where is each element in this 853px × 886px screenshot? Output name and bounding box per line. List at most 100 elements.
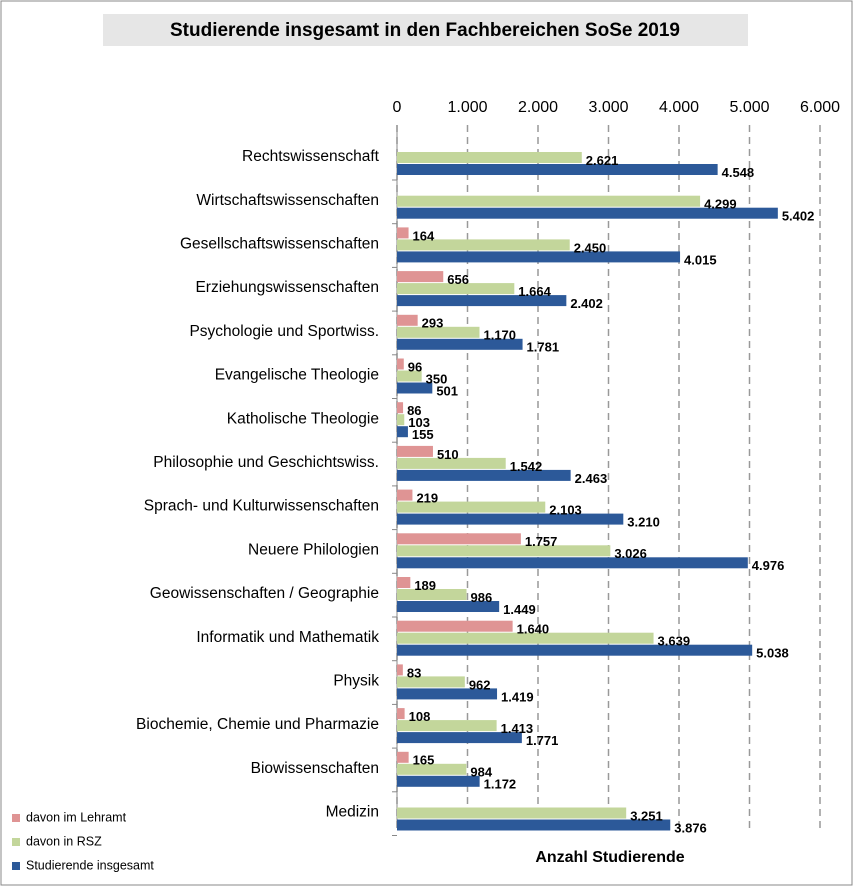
bar	[397, 239, 570, 251]
value-label: 510	[437, 447, 459, 462]
x-tick-label: 5.000	[729, 99, 769, 116]
legend-label: Studierende insgesamt	[26, 858, 154, 872]
value-label: 3.026	[614, 546, 647, 561]
bar	[397, 676, 465, 688]
x-tick-label: 4.000	[659, 99, 699, 116]
bar	[397, 708, 405, 720]
value-label: 3.639	[658, 634, 691, 649]
x-tick-label: 2.000	[518, 99, 558, 116]
bar	[397, 664, 403, 676]
y-tick-label: Wirtschaftswissenschaften	[196, 192, 379, 209]
value-label: 1.781	[527, 340, 560, 355]
bar	[397, 751, 409, 763]
bar	[397, 295, 567, 307]
bar	[397, 644, 753, 656]
value-label: 2.463	[575, 471, 608, 486]
bar	[397, 620, 513, 632]
value-label: 3.251	[630, 808, 663, 823]
bar	[397, 402, 404, 414]
value-label: 501	[436, 383, 458, 398]
bar	[397, 489, 413, 501]
bar	[397, 445, 433, 457]
value-label: 2.402	[570, 296, 603, 311]
bar	[397, 314, 418, 326]
value-label: 4.976	[752, 558, 785, 573]
bar	[397, 589, 467, 600]
bar	[397, 457, 506, 469]
y-tick-label: Gesellschaftswissenschaften	[180, 235, 379, 252]
value-label: 86	[407, 403, 421, 418]
value-label: 962	[469, 677, 491, 692]
x-tick-label: 0	[393, 99, 402, 116]
x-tick-label: 3.000	[588, 99, 628, 116]
value-label: 1.413	[501, 721, 534, 736]
value-label: 2.621	[586, 153, 619, 168]
value-label: 164	[413, 228, 435, 243]
value-label: 1.172	[484, 777, 517, 792]
bar	[397, 763, 467, 775]
y-tick-label: Rechtswissenschaft	[242, 148, 380, 165]
legend-swatch	[12, 862, 20, 870]
value-label: 108	[409, 709, 431, 724]
value-label: 1.771	[526, 733, 559, 748]
bar	[397, 370, 422, 382]
bar	[397, 426, 408, 438]
bar	[397, 775, 480, 787]
bar	[397, 533, 521, 545]
value-label: 1.664	[518, 284, 551, 299]
y-tick-label: Physik	[333, 672, 379, 689]
bar	[397, 152, 582, 163]
value-label: 1.542	[510, 459, 543, 474]
y-tick-label: Evangelische Theologie	[215, 367, 379, 384]
bar	[397, 720, 497, 732]
title-box	[103, 14, 748, 46]
value-label: 2.103	[549, 503, 582, 518]
x-tick-label: 6.000	[800, 99, 840, 116]
y-tick-label: Biowissenschaften	[251, 760, 379, 777]
bar	[397, 207, 778, 219]
value-label: 1.449	[503, 602, 536, 617]
bar	[397, 414, 405, 426]
y-tick-label: Neuere Philologien	[248, 541, 379, 558]
y-tick-label: Sprach- und Kulturwissenschaften	[144, 498, 379, 515]
value-label: 1.419	[501, 689, 534, 704]
value-label: 3.876	[674, 820, 707, 835]
legend-label: davon in RSZ	[26, 834, 102, 848]
x-tick-label: 1.000	[447, 99, 487, 116]
value-label: 350	[426, 371, 448, 386]
value-label: 155	[412, 427, 434, 442]
y-tick-label: Psychologie und Sportwiss.	[189, 323, 379, 340]
value-label: 2.450	[574, 240, 607, 255]
value-label: 219	[416, 491, 438, 506]
y-tick-label: Geowissenschaften / Geographie	[150, 585, 379, 602]
legend-swatch	[12, 838, 20, 846]
value-label: 1.640	[517, 622, 550, 637]
bar	[397, 732, 522, 744]
bar	[397, 227, 409, 239]
value-label: 1.170	[483, 328, 516, 343]
bar	[397, 819, 671, 831]
value-label: 5.402	[782, 209, 815, 224]
bar	[397, 271, 444, 283]
y-tick-label: Biochemie, Chemie und Pharmazie	[136, 716, 379, 733]
bar	[397, 545, 611, 557]
value-label: 4.299	[704, 197, 737, 212]
bar	[397, 382, 433, 394]
bar	[397, 688, 498, 700]
y-tick-label: Philosophie und Geschichtswiss.	[153, 454, 379, 471]
value-label: 96	[408, 359, 422, 374]
value-label: 293	[422, 316, 444, 331]
bar	[397, 632, 654, 644]
value-label: 4.015	[684, 252, 717, 267]
chart-title: Studierende insgesamt in den Fachbereich…	[170, 20, 680, 41]
value-label: 83	[407, 665, 421, 680]
bar	[397, 557, 748, 569]
legend-label: davon im Lehramt	[26, 810, 127, 824]
value-label: 189	[414, 578, 436, 593]
y-tick-label: Katholische Theologie	[227, 410, 379, 427]
bar	[397, 807, 627, 819]
value-label: 5.038	[756, 646, 789, 661]
y-tick-label: Medizin	[326, 804, 379, 821]
value-label: 984	[470, 765, 492, 780]
